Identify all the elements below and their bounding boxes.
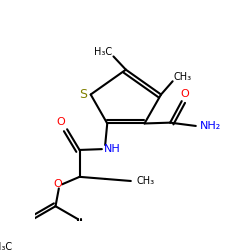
Text: O: O <box>56 117 65 127</box>
Text: NH: NH <box>104 144 121 154</box>
Text: CH₃: CH₃ <box>136 176 154 186</box>
Text: S: S <box>79 88 87 101</box>
Text: H₃C: H₃C <box>94 47 112 57</box>
Text: NH₂: NH₂ <box>200 121 221 131</box>
Text: O: O <box>180 89 189 99</box>
Text: CH₃: CH₃ <box>174 72 192 82</box>
Text: H₃C: H₃C <box>0 242 12 250</box>
Text: O: O <box>54 179 62 189</box>
